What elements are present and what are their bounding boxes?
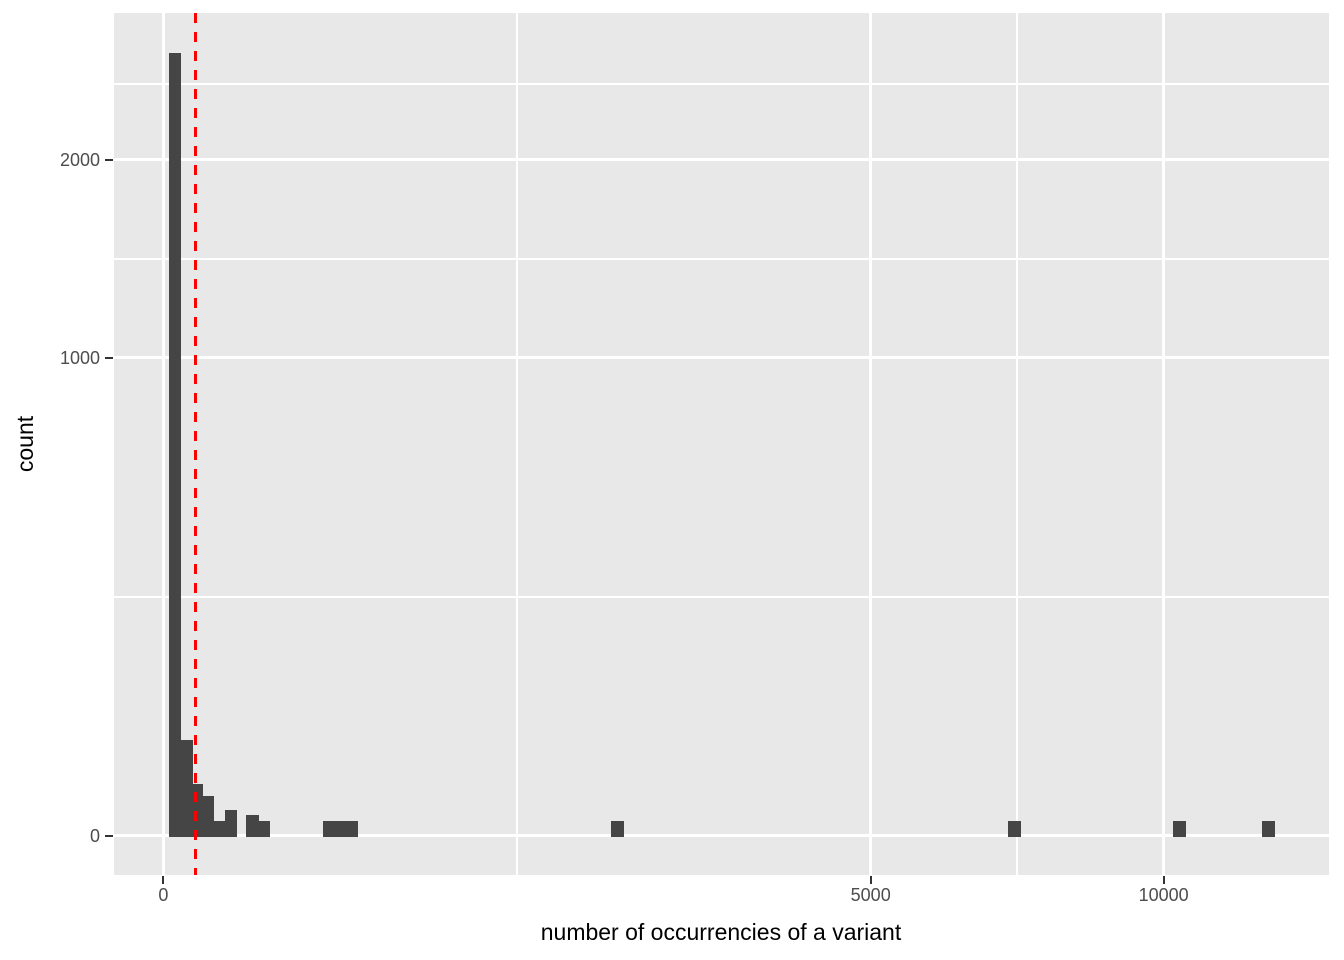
histogram-bar bbox=[1008, 820, 1021, 838]
y-axis-tick bbox=[105, 356, 113, 359]
x-minor-gridline bbox=[1016, 13, 1019, 875]
y-axis-title: count bbox=[12, 415, 38, 473]
x-axis-tick-label: 0 bbox=[158, 885, 169, 905]
y-axis-tick bbox=[105, 834, 113, 837]
x-axis-tick-label: 5000 bbox=[850, 885, 891, 905]
threshold-vline bbox=[193, 13, 197, 875]
y-major-gridline bbox=[114, 356, 1329, 360]
x-major-gridline bbox=[161, 13, 165, 875]
y-axis-tick bbox=[105, 158, 113, 161]
histogram-bar bbox=[202, 795, 215, 838]
histogram-bar bbox=[1173, 820, 1187, 838]
histogram-bar bbox=[168, 52, 181, 838]
x-minor-gridline bbox=[516, 13, 519, 875]
y-major-gridline bbox=[114, 158, 1329, 162]
x-axis-title: number of occurrencies of a variant bbox=[540, 919, 902, 945]
histogram-bar bbox=[323, 820, 358, 838]
histogram-bar bbox=[246, 814, 260, 838]
histogram-bar bbox=[191, 783, 204, 838]
y-axis-tick-label: 1000 bbox=[59, 347, 100, 368]
y-axis-tick-label: 2000 bbox=[59, 149, 100, 170]
x-axis-tick bbox=[1162, 876, 1165, 884]
y-major-gridline bbox=[114, 834, 1329, 838]
histogram-bar bbox=[179, 740, 193, 838]
x-axis-tick bbox=[869, 876, 872, 884]
x-axis-tick bbox=[162, 876, 165, 884]
histogram-bar bbox=[258, 820, 270, 838]
y-axis-tick-label: 0 bbox=[89, 825, 100, 846]
y-minor-gridline bbox=[114, 82, 1329, 85]
histogram-bar bbox=[225, 809, 237, 838]
histogram-bar bbox=[610, 820, 624, 838]
y-minor-gridline bbox=[114, 595, 1329, 598]
x-axis-tick-label: 10000 bbox=[1138, 885, 1189, 905]
plot-panel bbox=[114, 13, 1329, 875]
x-major-gridline bbox=[1162, 13, 1166, 875]
y-minor-gridline bbox=[114, 258, 1329, 261]
x-major-gridline bbox=[869, 13, 873, 875]
histogram-bar bbox=[1261, 820, 1275, 838]
histogram-bar bbox=[213, 820, 227, 838]
